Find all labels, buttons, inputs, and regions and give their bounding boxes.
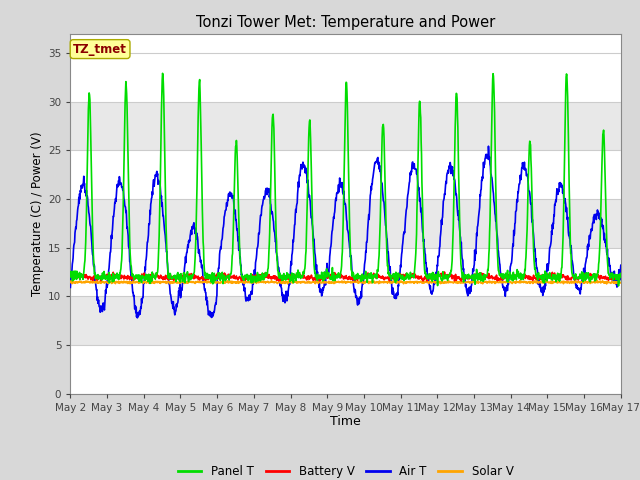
- Bar: [70, 102, 621, 150]
- Bar: [70, 296, 621, 345]
- Bar: [70, 199, 621, 248]
- Text: TZ_tmet: TZ_tmet: [73, 43, 127, 56]
- Y-axis label: Temperature (C) / Power (V): Temperature (C) / Power (V): [31, 132, 44, 296]
- Legend: Panel T, Battery V, Air T, Solar V: Panel T, Battery V, Air T, Solar V: [173, 461, 518, 480]
- X-axis label: Time: Time: [330, 415, 361, 429]
- Title: Tonzi Tower Met: Temperature and Power: Tonzi Tower Met: Temperature and Power: [196, 15, 495, 30]
